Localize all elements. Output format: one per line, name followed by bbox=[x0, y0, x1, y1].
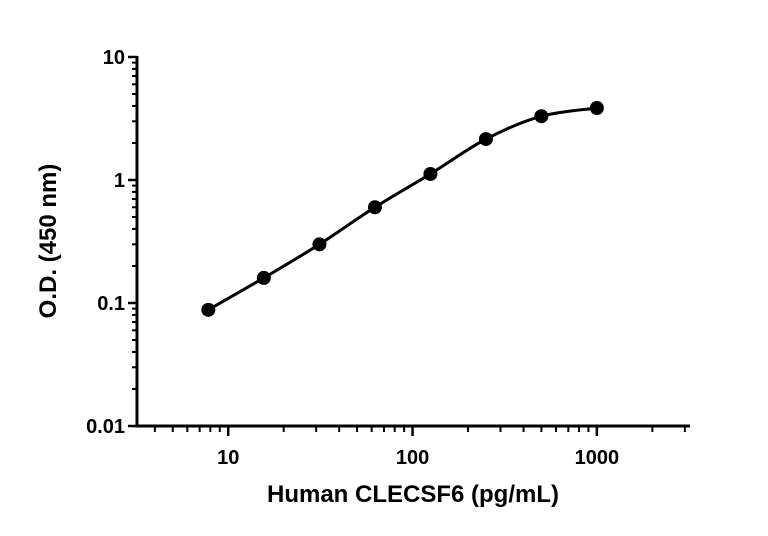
y-axis-label: O.D. (450 nm) bbox=[35, 164, 62, 319]
data-point bbox=[201, 302, 216, 317]
x-axis-label: Human CLECSF6 (pg/mL) bbox=[267, 481, 559, 508]
tick-marks bbox=[128, 55, 686, 436]
x-tick-label: 1000 bbox=[575, 447, 620, 469]
data-point bbox=[312, 237, 327, 252]
axes bbox=[135, 56, 690, 428]
data-point bbox=[589, 100, 604, 115]
x-tick-label: 100 bbox=[396, 447, 429, 469]
data-point bbox=[534, 109, 549, 124]
tick-labels: 0.01 0.1 1 10 10 100 1000 bbox=[86, 47, 619, 469]
data-point bbox=[478, 132, 493, 147]
data-points bbox=[201, 100, 604, 317]
y-tick-label: 0.1 bbox=[97, 293, 125, 315]
y-tick-label: 10 bbox=[103, 47, 125, 69]
x-tick-label: 10 bbox=[217, 447, 239, 469]
data-point bbox=[256, 270, 271, 285]
data-point bbox=[367, 200, 382, 215]
data-point bbox=[423, 166, 438, 181]
y-tick-label: 0.01 bbox=[86, 416, 125, 438]
y-tick-label: 1 bbox=[114, 170, 125, 192]
